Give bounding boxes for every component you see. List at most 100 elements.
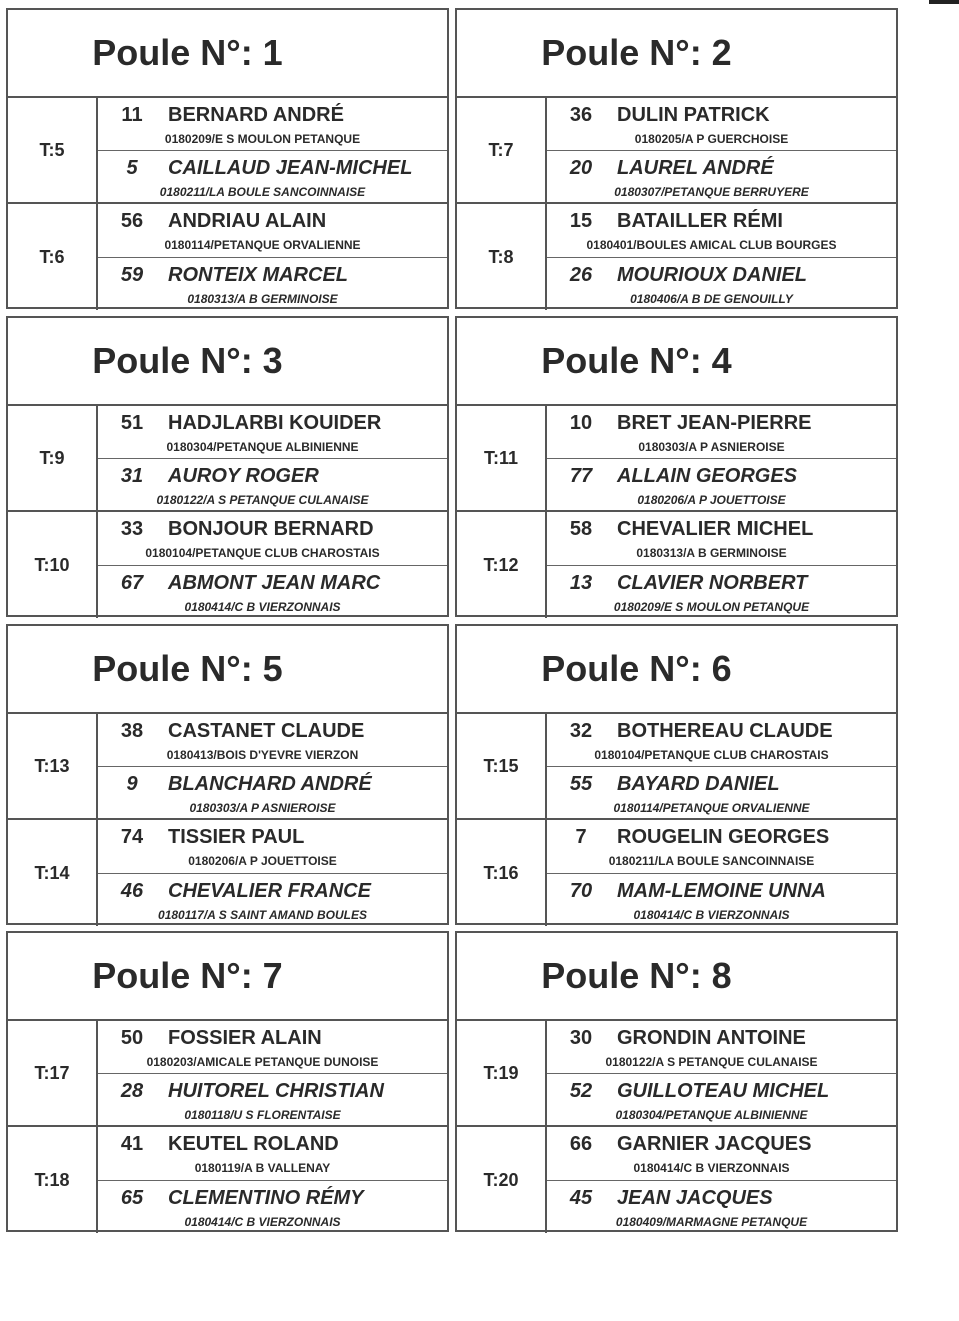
table-number: T:9 bbox=[8, 406, 98, 510]
player-entry: 30 GRONDIN ANTOINE 0180122/A S PETANQUE CU… bbox=[547, 1021, 896, 1074]
player-club: 0180119/A B VALLENAY bbox=[194, 1161, 331, 1175]
player-entry: 9 BLANCHARD ANDRÉ 0180303/A P ASNIEROISE bbox=[98, 767, 447, 819]
match-row: T:7 36 DULIN PATRICK 0180205/A P GUERCHOISE… bbox=[457, 98, 896, 204]
player-name: ROUGELIN GEORGES bbox=[617, 826, 830, 848]
player-name: AUROY ROGER bbox=[168, 464, 319, 487]
match-row: T:19 30 GRONDIN ANTOINE 0180122/A S PETANQU… bbox=[457, 1021, 896, 1127]
player-entry: 10 BRET JEAN-PIERRE 0180303/A P ASNIEROISE bbox=[547, 406, 896, 459]
player-entry: 41 KEUTEL ROLAND 0180119/A B VALLENAY bbox=[98, 1127, 447, 1181]
player-club: 0180203/AMICALE PETANQUE DUNOISE bbox=[146, 1055, 379, 1069]
player-number: 51 bbox=[120, 412, 144, 434]
poule-block: Poule N°: 6 T:15 32 BOTHEREAU CLAUDE 0180104… bbox=[455, 624, 898, 926]
player-name: KEUTEL ROLAND bbox=[168, 1133, 339, 1155]
player-club: 0180114/PETANQUE ORVALIENNE bbox=[613, 800, 810, 815]
player-number: 50 bbox=[120, 1027, 144, 1049]
player-number: 32 bbox=[569, 720, 593, 742]
player-entry: 5 CAILLAUD JEAN-MICHEL 0180211/LA BOULE SA… bbox=[98, 151, 447, 203]
player-name: GUILLOTEAU MICHEL bbox=[617, 1079, 830, 1102]
match-row: T:9 51 HADJLARBI KOUIDER 0180304/PETANQUE A… bbox=[8, 406, 447, 512]
player-number: 38 bbox=[120, 720, 144, 742]
player-entry: 58 CHEVALIER MICHEL 0180313/A B GERMINOISE bbox=[547, 512, 896, 566]
table-number: T:17 bbox=[8, 1021, 98, 1125]
player-entry: 7 ROUGELIN GEORGES 0180211/LA BOULE SANCOI… bbox=[547, 820, 896, 874]
table-number: T:18 bbox=[8, 1127, 98, 1233]
poule-title-text: Poule N°: 5 bbox=[92, 648, 283, 689]
player-name: CHEVALIER MICHEL bbox=[617, 518, 814, 540]
player-number: 9 bbox=[126, 772, 138, 795]
player-name: RONTEIX MARCEL bbox=[168, 263, 348, 286]
table-number: T:19 bbox=[457, 1021, 547, 1125]
player-entry: 13 CLAVIER NORBERT 0180209/E S MOULON PETA… bbox=[547, 566, 896, 619]
poule-title: Poule N°: 1 bbox=[8, 10, 447, 98]
table-number: T:10 bbox=[8, 512, 98, 618]
player-name: CASTANET CLAUDE bbox=[168, 720, 365, 742]
player-entry: 11 BERNARD ANDRÉ 0180209/E S MOULON PETANQ… bbox=[98, 98, 447, 151]
poule-title-text: Poule N°: 8 bbox=[541, 955, 732, 996]
player-number: 41 bbox=[120, 1133, 144, 1155]
player-entry: 77 ALLAIN GEORGES 0180206/A P JOUETTOISE bbox=[547, 459, 896, 511]
poule-title-text: Poule N°: 3 bbox=[92, 340, 283, 381]
player-club: 0180114/PETANQUE ORVALIENNE bbox=[164, 238, 361, 252]
player-club: 0180211/LA BOULE SANCOINNAISE bbox=[608, 854, 815, 868]
player-number: 15 bbox=[569, 210, 593, 232]
match-row: T:16 7 ROUGELIN GEORGES 0180211/LA BOULE SA… bbox=[457, 820, 896, 926]
player-name: BERNARD ANDRÉ bbox=[168, 104, 344, 126]
player-club: 0180122/A S PETANQUE CULANAISE bbox=[605, 1055, 818, 1069]
player-entry: 45 JEAN JACQUES 0180409/MARMAGNE PETANQUE bbox=[547, 1181, 896, 1234]
player-entry: 33 BONJOUR BERNARD 0180104/PETANQUE CLUB C… bbox=[98, 512, 447, 566]
player-entry: 26 MOURIOUX DANIEL 0180406/A B DE GENOUILL… bbox=[547, 258, 896, 311]
player-number: 77 bbox=[569, 464, 593, 487]
player-club: 0180401/BOULES AMICAL CLUB BOURGES bbox=[586, 238, 837, 252]
player-entry: 66 GARNIER JACQUES 0180414/C B VIERZONNAIS bbox=[547, 1127, 896, 1181]
player-club: 0180304/PETANQUE ALBINIENNE bbox=[615, 1107, 808, 1122]
player-number: 28 bbox=[120, 1079, 144, 1102]
table-number: T:14 bbox=[8, 820, 98, 926]
player-number: 52 bbox=[569, 1079, 593, 1102]
player-club: 0180118/U S FLORENTAISE bbox=[184, 1107, 341, 1122]
player-club: 0180104/PETANQUE CLUB CHAROSTAIS bbox=[594, 748, 829, 762]
player-name: DULIN PATRICK bbox=[617, 104, 770, 126]
player-name: CLAVIER NORBERT bbox=[617, 571, 808, 594]
player-club: 0180313/A B GERMINOISE bbox=[187, 291, 338, 306]
player-number: 20 bbox=[569, 156, 593, 179]
player-entry: 59 RONTEIX MARCEL 0180313/A B GERMINOISE bbox=[98, 258, 447, 311]
poule-block: Poule N°: 5 T:13 38 CASTANET CLAUDE 0180413/… bbox=[6, 624, 449, 926]
player-name: BRET JEAN-PIERRE bbox=[617, 412, 812, 434]
player-club: 0180307/PETANQUE BERRUYERE bbox=[614, 184, 809, 199]
player-entry: 32 BOTHEREAU CLAUDE 0180104/PETANQUE CLUB … bbox=[547, 714, 896, 767]
player-entry: 74 TISSIER PAUL 0180206/A P JOUETTOISE bbox=[98, 820, 447, 874]
player-club: 0180414/C B VIERZONNAIS bbox=[184, 1214, 341, 1229]
player-club: 0180303/A P ASNIEROISE bbox=[189, 800, 336, 815]
player-entry: 50 FOSSIER ALAIN 0180203/AMICALE PETANQUE … bbox=[98, 1021, 447, 1074]
player-name: BATAILLER RÉMI bbox=[617, 210, 783, 232]
scan-mark bbox=[929, 0, 959, 4]
player-number: 55 bbox=[569, 772, 593, 795]
player-entry: 65 CLEMENTINO RÉMY 0180414/C B VIERZONNAIS bbox=[98, 1181, 447, 1234]
player-number: 5 bbox=[126, 156, 138, 179]
poule-title: Poule N°: 5 bbox=[8, 626, 447, 714]
poule-block: Poule N°: 8 T:19 30 GRONDIN ANTOINE 0180122/… bbox=[455, 931, 898, 1234]
player-number: 66 bbox=[569, 1133, 593, 1155]
player-name: CAILLAUD JEAN-MICHEL bbox=[168, 156, 413, 179]
player-entry: 20 LAUREL ANDRÉ 0180307/PETANQUE BERRUYERE bbox=[547, 151, 896, 203]
match-row: T:14 74 TISSIER PAUL 0180206/A P JOUETTOISE… bbox=[8, 820, 447, 926]
poule-title-text: Poule N°: 7 bbox=[92, 955, 283, 996]
poule-block: Poule N°: 4 T:11 10 BRET JEAN-PIERRE 0180303… bbox=[455, 316, 898, 619]
player-name: BAYARD DANIEL bbox=[617, 772, 780, 795]
player-entry: 31 AUROY ROGER 0180122/A S PETANQUE CULANA… bbox=[98, 459, 447, 511]
player-club: 0180414/C B VIERZONNAIS bbox=[633, 1161, 790, 1175]
match-row: T:5 11 BERNARD ANDRÉ 0180209/E S MOULON PET… bbox=[8, 98, 447, 204]
table-number: T:16 bbox=[457, 820, 547, 926]
player-name: GARNIER JACQUES bbox=[617, 1133, 812, 1155]
poule-title-text: Poule N°: 4 bbox=[541, 340, 732, 381]
table-number: T:6 bbox=[8, 204, 98, 310]
match-row: T:18 41 KEUTEL ROLAND 0180119/A B VALLENAY 6… bbox=[8, 1127, 447, 1233]
player-entry: 51 HADJLARBI KOUIDER 0180304/PETANQUE ALBI… bbox=[98, 406, 447, 459]
player-number: 33 bbox=[120, 518, 144, 540]
table-number: T:8 bbox=[457, 204, 547, 310]
match-row: T:17 50 FOSSIER ALAIN 0180203/AMICALE PETAN… bbox=[8, 1021, 447, 1127]
player-number: 31 bbox=[120, 464, 144, 487]
player-name: MOURIOUX DANIEL bbox=[617, 263, 807, 286]
poule-title: Poule N°: 4 bbox=[457, 318, 896, 406]
player-name: GRONDIN ANTOINE bbox=[617, 1027, 806, 1049]
